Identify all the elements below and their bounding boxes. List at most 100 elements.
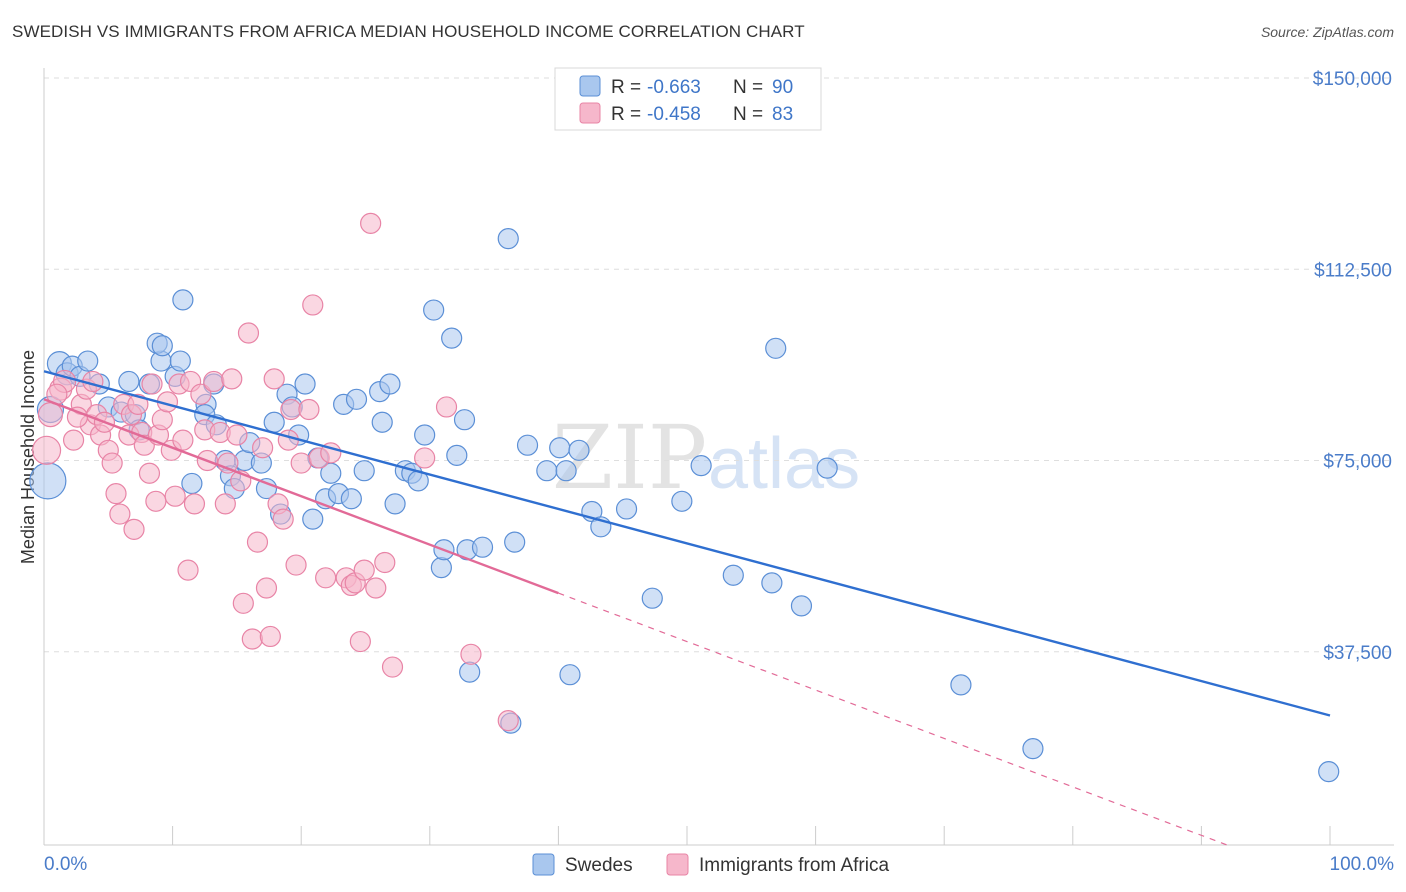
africa-point <box>353 559 375 581</box>
y-tick-label: $75,000 <box>1323 452 1392 473</box>
bottom-legend-swatch-africa <box>666 853 689 876</box>
africa-point <box>237 322 260 344</box>
africa-trend-line <box>43 398 559 595</box>
africa-point <box>460 643 482 665</box>
swedes-point <box>263 411 285 433</box>
swedes-point <box>690 455 712 477</box>
swedes-point <box>294 373 316 395</box>
africa-point <box>435 396 458 418</box>
swedes-point <box>353 460 375 482</box>
africa-point <box>190 383 212 405</box>
swedes-point <box>151 335 173 357</box>
africa-point <box>272 508 294 530</box>
legend-swatch-africa <box>579 102 601 124</box>
africa-point <box>164 485 186 507</box>
africa-point <box>177 559 199 581</box>
swedes-point <box>169 350 191 372</box>
africa-point <box>497 709 519 732</box>
africa-point <box>109 503 131 525</box>
swedes-point <box>414 424 436 446</box>
swedes-point <box>555 460 577 482</box>
africa-point <box>241 628 263 650</box>
africa-point <box>298 398 320 421</box>
africa-point <box>259 625 281 648</box>
swedes-point <box>181 472 203 495</box>
africa-point <box>214 493 236 515</box>
africa-point <box>374 551 396 574</box>
swedes-point <box>950 674 972 696</box>
africa-point <box>66 406 89 428</box>
legend-n-label: N = <box>733 77 763 98</box>
africa-point <box>232 592 254 614</box>
swedes-point <box>536 460 558 482</box>
africa-point <box>360 212 382 234</box>
y-axis-label: Median Household Income <box>18 350 38 564</box>
legend-r-label: R = <box>611 104 641 125</box>
swedes-point <box>430 556 452 579</box>
legend-swatch-swedes <box>579 75 601 97</box>
africa-point <box>290 452 312 474</box>
africa-point <box>414 447 436 469</box>
africa-point <box>172 429 194 451</box>
swedes-point <box>77 350 99 372</box>
africa-point <box>280 398 302 421</box>
swedes-point <box>118 370 140 393</box>
africa-point <box>31 435 62 465</box>
africa-point <box>217 452 239 474</box>
y-tick-label: $150,000 <box>1313 69 1392 90</box>
africa-point <box>203 370 225 393</box>
swedes-point <box>497 228 519 250</box>
swedes-point <box>504 531 526 553</box>
africa-point <box>138 462 161 484</box>
africa-point <box>101 452 123 474</box>
swedes-point <box>423 299 445 321</box>
legend-r-value: -0.663 <box>647 77 701 98</box>
swedes-point <box>549 437 571 459</box>
trend-lines <box>43 370 1331 846</box>
africa-trend-extension <box>558 592 1228 846</box>
africa-point <box>183 493 206 515</box>
africa-point <box>141 373 163 395</box>
swedes-point <box>459 661 481 683</box>
bottom-legend-label-swedes: Swedes <box>565 855 633 876</box>
swedes-point <box>761 572 783 594</box>
swedes-point <box>641 587 663 609</box>
x-tick-label: 0.0% <box>44 854 87 875</box>
swedes-point <box>29 462 67 500</box>
y-tick-label: $37,500 <box>1323 643 1392 664</box>
swedes-point <box>340 488 362 510</box>
swedes-trend-line <box>43 370 1331 717</box>
africa-point <box>123 518 145 540</box>
africa-point <box>285 554 307 576</box>
africa-point <box>127 393 149 415</box>
swedes-point <box>516 434 539 456</box>
africa-point <box>145 490 167 512</box>
legend-n-label: N = <box>733 104 763 125</box>
africa-point <box>105 483 127 505</box>
africa-point <box>226 424 248 446</box>
swedes-point <box>345 388 368 410</box>
swedes-point <box>471 536 494 558</box>
africa-point <box>37 402 64 428</box>
africa-point <box>263 368 285 390</box>
swedes-point <box>559 664 581 686</box>
swedes-point <box>384 493 406 515</box>
legend-n-value: 83 <box>772 104 793 125</box>
swedes-point <box>302 508 324 530</box>
swedes-point <box>446 444 468 466</box>
africa-point <box>62 429 85 451</box>
bottom-legend: Swedes Immigrants from Africa <box>532 853 889 876</box>
africa-point <box>365 577 387 599</box>
legend-r-label: R = <box>611 77 641 98</box>
swedes-point <box>1318 760 1340 783</box>
legend: R = -0.663 N = 90 R = -0.458 N = 83 <box>554 67 822 131</box>
x-ticks: 0.0% 100.0% <box>43 826 1395 875</box>
y-tick-label: $112,500 <box>1314 260 1392 281</box>
x-tick-label: 100.0% <box>1330 854 1395 875</box>
africa-point <box>255 577 278 599</box>
swedes-point <box>255 477 278 500</box>
swedes-point <box>1022 738 1044 760</box>
swedes-point <box>615 498 638 520</box>
africa-point <box>221 368 243 390</box>
